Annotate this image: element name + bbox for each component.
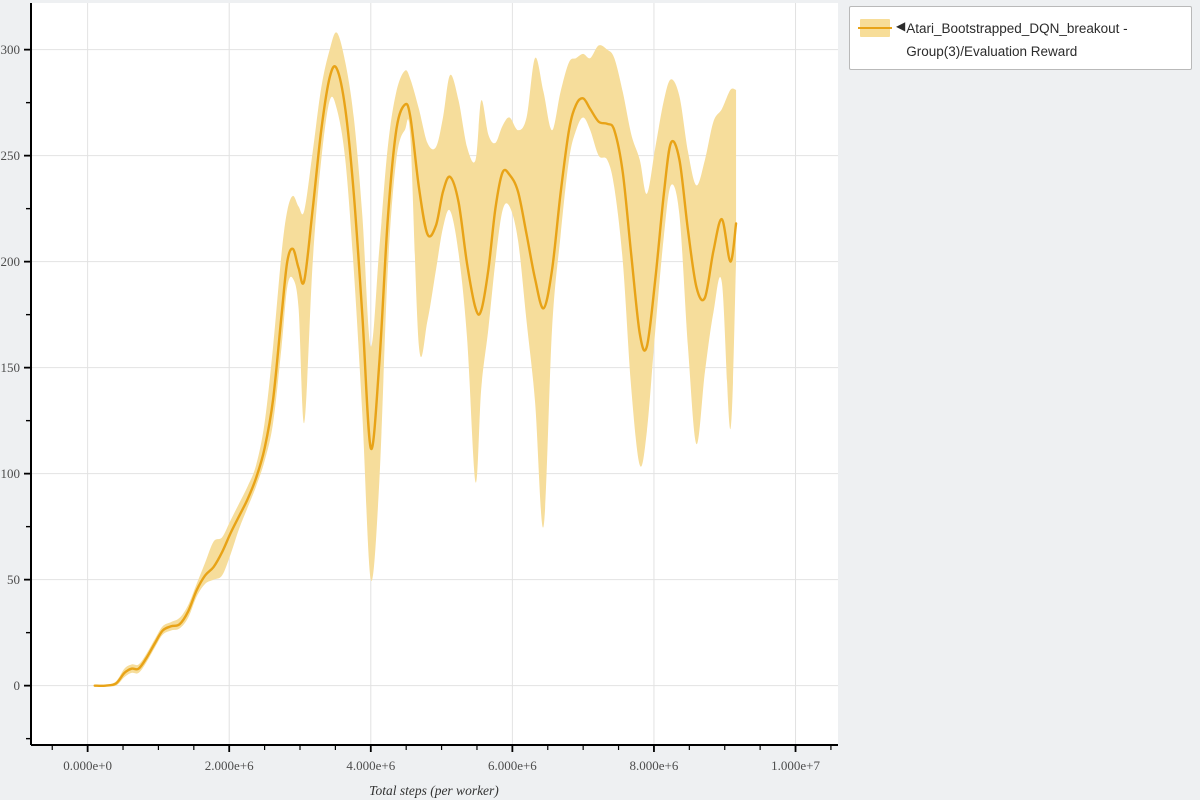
legend-color-swatch — [858, 19, 892, 37]
y-tick-label: 100 — [1, 466, 21, 481]
x-tick-label: 6.000e+6 — [488, 758, 537, 773]
x-tick-label: 8.000e+6 — [630, 758, 679, 773]
y-tick-label: 50 — [7, 572, 20, 587]
legend-entry[interactable]: ◀ Atari_Bootstrapped_DQN_breakout - Grou… — [896, 17, 1183, 63]
axes — [24, 3, 838, 752]
x-tick-label: 2.000e+6 — [205, 758, 254, 773]
tick-labels: 0 50 100 150 200 250 300 0.000e+0 2.000e+6 4.000e… — [1, 42, 821, 773]
legend-entry-label: Atari_Bootstrapped_DQN_breakout - Group(… — [906, 21, 1128, 60]
legend-collapse-arrow-icon[interactable]: ◀ — [896, 19, 906, 33]
y-tick-label: 250 — [1, 148, 21, 163]
y-tick-label: 150 — [1, 360, 21, 375]
x-tick-label: 1.000e+7 — [771, 758, 820, 773]
x-axis-title: Total steps (per worker) — [369, 783, 499, 798]
y-tick-label: 200 — [1, 254, 21, 269]
x-tick-label: 4.000e+6 — [346, 758, 395, 773]
series-line — [93, 65, 738, 687]
x-tick-label: 0.000e+0 — [63, 758, 112, 773]
legend[interactable]: ◀ Atari_Bootstrapped_DQN_breakout - Grou… — [849, 6, 1192, 70]
plot-area-background — [31, 3, 838, 745]
legend-line-sample — [858, 26, 892, 30]
series-mean-line-0 — [93, 65, 738, 687]
y-tick-label: 0 — [14, 678, 21, 693]
y-tick-label: 300 — [1, 42, 21, 57]
